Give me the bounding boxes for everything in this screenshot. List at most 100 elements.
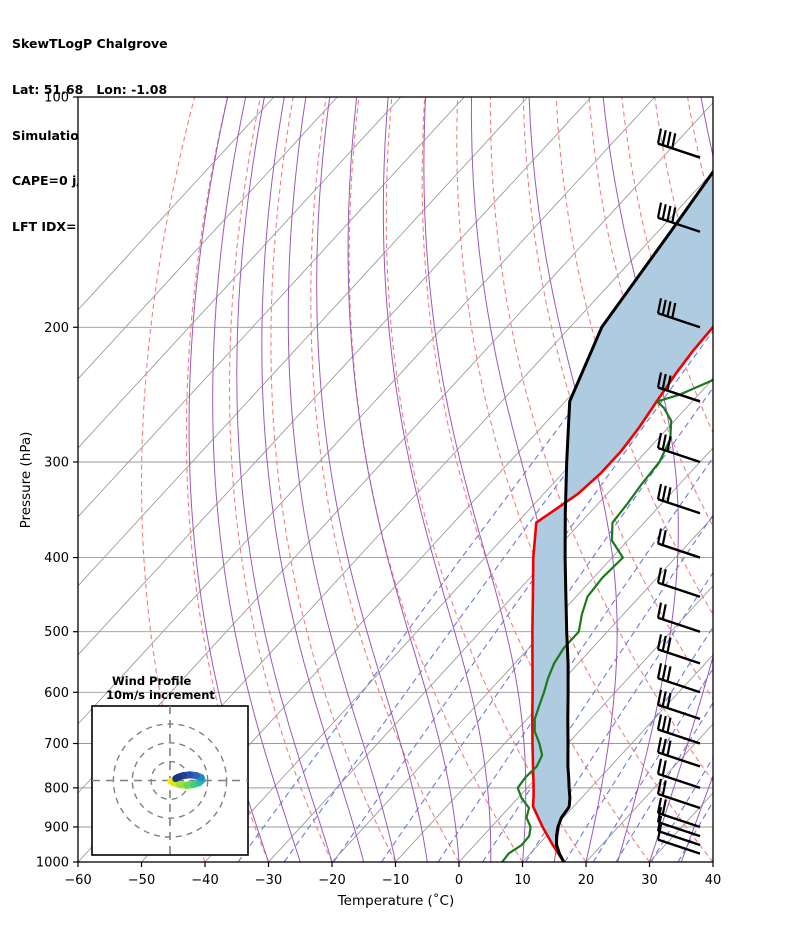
barb-feather <box>666 717 672 733</box>
barb-feather <box>656 634 663 650</box>
dry-adiabat-line <box>621 97 713 434</box>
moist-adiabat-line <box>745 97 794 862</box>
parcel-path-curve <box>530 325 713 862</box>
wind-barb <box>656 602 701 633</box>
isotherm-line <box>395 516 713 862</box>
dry-adiabat-line <box>489 97 713 783</box>
dry-adiabat-line <box>456 97 713 862</box>
barb-shaft <box>657 728 701 745</box>
barb-feather <box>671 302 677 319</box>
barb-shaft <box>657 142 701 159</box>
barb-shaft <box>657 772 701 790</box>
barb-feather <box>661 373 667 390</box>
dry-adiabat-line <box>753 97 794 728</box>
barb-feather <box>656 128 663 144</box>
hodograph-trace-segment <box>172 773 182 783</box>
x-tick-label: −30 <box>255 873 282 888</box>
barb-feather <box>661 760 667 776</box>
x-tick-label: 40 <box>705 873 722 888</box>
isotherm-line <box>585 723 713 862</box>
moist-adiabat-line <box>382 97 492 862</box>
moist-adiabat-line <box>261 97 365 862</box>
isotherm-line <box>78 97 402 449</box>
moist-adiabat-line <box>680 774 713 862</box>
x-tick-label: −50 <box>128 873 155 888</box>
barb-shaft <box>657 820 701 838</box>
isotherm-line <box>522 654 713 862</box>
isotherm-line <box>78 97 275 311</box>
wind-barb <box>656 663 701 694</box>
wind-barb <box>656 737 701 768</box>
moist-adiabat-line <box>649 97 713 862</box>
barb-feather <box>656 567 663 583</box>
barb-shaft <box>657 811 701 829</box>
barb-shaft <box>657 581 701 598</box>
dry-adiabat-line <box>270 97 396 862</box>
barb-feather <box>671 133 677 149</box>
y-tick-label: 300 <box>44 455 69 470</box>
cape-shading <box>532 172 713 862</box>
mixing-ratio-line <box>283 273 713 862</box>
wind-barb <box>656 372 701 403</box>
barb-shaft <box>657 677 701 694</box>
x-tick-label: −10 <box>382 873 409 888</box>
x-tick-label: 10 <box>514 873 531 888</box>
dry-adiabat-line <box>786 97 794 709</box>
barb-feather <box>666 740 672 756</box>
barb-feather <box>661 691 667 707</box>
wind-barb <box>656 758 701 790</box>
wind-barb <box>656 298 701 329</box>
inset-title-line1: Wind Profile <box>112 674 192 688</box>
wind-barb <box>656 202 701 233</box>
inset-hodograph <box>92 706 248 855</box>
temperature-curve <box>555 169 713 862</box>
dewpoint-curve <box>501 377 713 862</box>
barb-feather <box>666 487 672 503</box>
y-tick-label: 600 <box>44 686 69 701</box>
isotherm-line <box>78 97 592 656</box>
x-axis-title: Temperature (˚C) <box>337 892 455 909</box>
wind-profile-inset: Wind Profile 10m/s increment <box>91 674 249 856</box>
barb-feather <box>661 129 667 146</box>
barb-feather <box>661 738 667 755</box>
barb-shaft <box>657 792 701 810</box>
barb-shaft <box>657 616 701 633</box>
x-tick-label: 0 <box>455 873 463 888</box>
barb-feather <box>666 637 672 653</box>
isotherm-line <box>712 861 713 862</box>
x-tick-label: 20 <box>578 873 595 888</box>
barb-feather <box>661 204 667 220</box>
barb-feather <box>661 299 667 316</box>
barb-shaft <box>657 703 701 721</box>
wind-barb <box>656 128 701 159</box>
barb-feather <box>661 715 667 732</box>
x-tick-label: −20 <box>318 873 345 888</box>
wind-barb <box>656 797 701 829</box>
barb-feather <box>661 569 667 585</box>
sounding-curves <box>501 169 713 862</box>
y-tick-label: 900 <box>44 820 69 835</box>
barb-shaft <box>657 446 701 464</box>
barb-feather <box>666 205 672 222</box>
barb-feather <box>656 737 663 753</box>
barb-shaft <box>657 542 701 559</box>
wind-barb <box>656 634 701 665</box>
barb-feather <box>666 375 672 391</box>
y-tick-label: 800 <box>44 781 69 796</box>
barb-feather <box>656 483 663 500</box>
y-tick-label: 500 <box>44 625 69 640</box>
isotherm-line <box>78 97 465 518</box>
barb-shaft <box>657 312 701 329</box>
moist-adiabat-line <box>602 97 679 862</box>
barb-feather <box>656 372 663 388</box>
barb-feather <box>661 529 667 546</box>
y-tick-label: 1000 <box>36 856 69 871</box>
isotherm-line <box>78 97 529 587</box>
barb-feather <box>656 528 663 544</box>
mixing-ratio-line <box>525 571 713 862</box>
wind-barb <box>656 483 701 515</box>
moist-adiabat-line <box>188 97 269 862</box>
barb-feather <box>666 301 672 317</box>
y-tick-label: 100 <box>44 91 69 106</box>
